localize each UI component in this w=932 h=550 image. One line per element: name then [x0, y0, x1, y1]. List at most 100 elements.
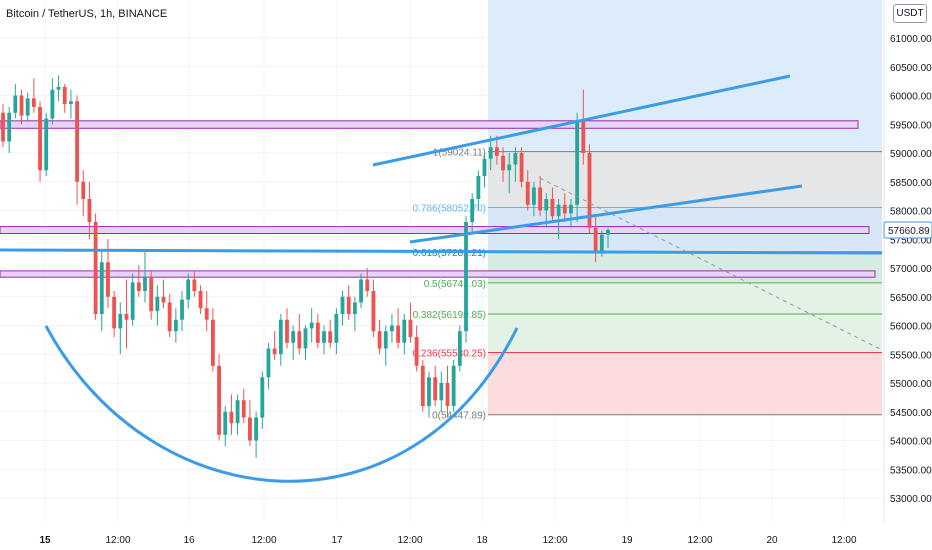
- candle-body: [278, 319, 283, 355]
- fib-level-label: 0.618(57282.21): [413, 248, 486, 259]
- candle-body: [494, 147, 499, 156]
- candle-body: [192, 279, 197, 291]
- candle-body: [1, 112, 5, 142]
- candle-body: [538, 187, 543, 211]
- candle-body: [457, 331, 462, 366]
- candle-body: [340, 296, 345, 314]
- candle-body: [285, 319, 289, 343]
- candle-body: [408, 319, 413, 337]
- candle-body: [229, 411, 234, 424]
- candle-body: [569, 204, 573, 214]
- y-tick-label: 57000.00: [890, 264, 932, 275]
- candle-body: [439, 383, 444, 401]
- fib-level-label: 1(59024.11): [433, 148, 486, 159]
- candle-body: [130, 282, 135, 320]
- candle-body: [62, 86, 67, 105]
- cup-arc: [44, 325, 519, 483]
- time-axis-bg: [0, 522, 932, 550]
- candle-body: [106, 262, 110, 297]
- y-tick-label: 54000.00: [890, 437, 932, 448]
- candle-body: [575, 121, 580, 205]
- candle-body: [272, 348, 277, 355]
- candle-body: [254, 417, 259, 441]
- currency-button[interactable]: USDT: [893, 4, 927, 23]
- candle-body: [149, 276, 154, 312]
- x-tick-label: 18: [476, 535, 488, 546]
- x-tick-label: 17: [331, 535, 343, 546]
- x-tick-label: 20: [766, 535, 778, 546]
- candle-body: [507, 164, 512, 171]
- candle-body: [44, 118, 49, 171]
- fib-level-label: 0(54447.89): [432, 411, 486, 422]
- candle-body: [383, 331, 388, 349]
- candle-body: [377, 331, 382, 349]
- candle-body: [328, 331, 333, 343]
- candle-body: [155, 296, 160, 312]
- candle-body: [167, 302, 172, 332]
- symbol-title: Bitcoin / TetherUS, 1h, BINANCE: [6, 8, 168, 20]
- candle-body: [606, 229, 610, 235]
- candle-body: [544, 199, 549, 211]
- candle-body: [482, 158, 487, 176]
- candle-body: [396, 325, 401, 343]
- sr-zone: [0, 120, 859, 129]
- price-axis-bg: [884, 0, 932, 550]
- fib-zone-0236-0: [488, 352, 882, 415]
- x-tick-label: 12:00: [831, 535, 856, 546]
- x-tick-label: 19: [621, 535, 633, 546]
- candle-body: [352, 302, 357, 314]
- candle-body: [25, 98, 30, 116]
- candle-body: [451, 365, 456, 406]
- candle-body: [581, 121, 586, 153]
- candle-body: [525, 181, 530, 205]
- candle-body: [173, 319, 178, 332]
- x-tick-label: 16: [183, 535, 195, 546]
- candle-body: [118, 314, 123, 329]
- last-price-badge: [883, 221, 932, 239]
- y-tick-label: 57500.00: [890, 235, 932, 246]
- candle-body: [297, 331, 302, 349]
- candle-body: [266, 348, 271, 378]
- neckline: [0, 248, 883, 255]
- x-tick-label: 12:00: [542, 535, 567, 546]
- candle-body: [38, 107, 42, 171]
- candle-body: [124, 314, 129, 320]
- candle-body: [223, 411, 228, 435]
- candle-body: [19, 95, 24, 116]
- candle-body: [210, 319, 215, 366]
- candle-body: [180, 299, 184, 320]
- x-tick-label: 15: [39, 535, 51, 546]
- x-tick-label: 12:00: [251, 535, 276, 546]
- candle-body: [303, 328, 308, 349]
- candle-body: [433, 377, 438, 401]
- candle-body: [532, 187, 536, 205]
- candle-body: [248, 417, 252, 441]
- y-tick-label: 56500.00: [890, 293, 932, 304]
- candle-body: [260, 377, 265, 418]
- y-tick-label: 53500.00: [890, 465, 932, 476]
- channel-lower-line: [409, 184, 803, 244]
- fib-level-label: 0.5(56741.03): [424, 279, 486, 290]
- candle-body: [365, 279, 370, 291]
- candle-body: [204, 308, 209, 320]
- y-tick-label: 60000.00: [890, 92, 932, 103]
- candle-body: [513, 153, 518, 165]
- candle-body: [427, 377, 431, 406]
- candle-body: [241, 400, 246, 418]
- candle-body: [68, 101, 73, 105]
- y-tick-label: 55500.00: [890, 350, 932, 361]
- y-tick-label: 59000.00: [890, 149, 932, 160]
- candle-body: [161, 296, 166, 303]
- candle-body: [402, 319, 407, 343]
- candle-body: [87, 199, 92, 222]
- candle-body: [309, 322, 314, 329]
- fib-level-label: 0.786(58052.70): [413, 203, 486, 214]
- candle-body: [593, 227, 598, 251]
- fib-level-label: 0.236(55530.25): [413, 349, 486, 360]
- candle-body: [198, 291, 203, 309]
- candle-body: [99, 262, 104, 314]
- candle-body: [445, 383, 450, 406]
- candle-body: [50, 89, 55, 119]
- last-price-label: 57660.89: [888, 226, 930, 237]
